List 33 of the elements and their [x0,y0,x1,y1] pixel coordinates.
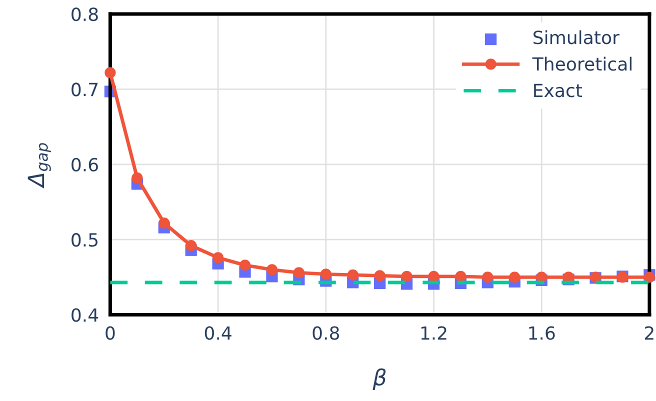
point [455,270,466,282]
y-tick-label: 0.6 [72,158,98,172]
point [401,270,412,282]
x-tick-label: 0 [106,326,115,340]
legend-label: Theoretical [532,56,632,71]
point [482,272,494,283]
y-tick-label: 0.7 [72,82,98,96]
x-tick-label: 1.6 [529,326,555,340]
x-tick-label: 0.8 [312,326,340,340]
y-tick-label: 0.5 [72,233,98,247]
x-tick-label: 2 [645,326,654,340]
x-tick-label: 1.2 [421,326,446,340]
y-tick-label: 0.8 [72,7,98,22]
point [186,240,197,252]
point [239,260,251,271]
y-axis-title: Δ$_{gap}$ [28,143,51,188]
legend-label: Simulator [534,30,620,44]
point [293,267,304,278]
point [104,67,116,78]
point [644,272,655,283]
point [132,172,143,184]
point [212,252,224,264]
point [320,268,332,280]
point [158,218,170,229]
point [347,269,358,280]
point [428,270,440,282]
point [509,272,520,283]
x-tick-label: 0.4 [204,326,232,340]
legend-label: Exact [534,84,582,98]
x-axis-title: β [372,368,386,390]
point [374,270,386,282]
point [266,264,278,276]
y-tick-label: 0.4 [72,308,98,322]
